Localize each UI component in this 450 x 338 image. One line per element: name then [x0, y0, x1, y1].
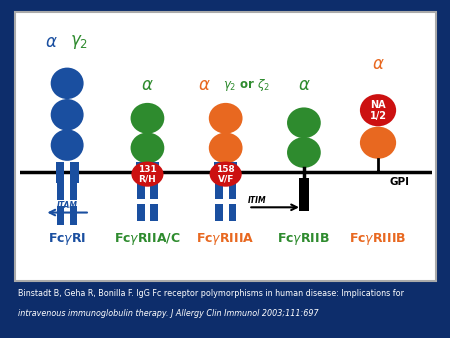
Text: $\alpha$: $\alpha$	[141, 76, 154, 94]
Text: Binstadt B, Geha R, Bonilla F. IgG Fc receptor polymorphisms in human disease: I: Binstadt B, Geha R, Bonilla F. IgG Fc re…	[18, 289, 404, 298]
Bar	[298, 178, 309, 211]
Bar	[229, 162, 237, 183]
Ellipse shape	[51, 68, 84, 99]
Ellipse shape	[130, 132, 164, 163]
Bar	[70, 206, 77, 225]
Text: Fc$\gamma$RIIA/C: Fc$\gamma$RIIA/C	[114, 231, 181, 247]
Ellipse shape	[209, 132, 243, 163]
Ellipse shape	[51, 129, 84, 161]
Text: GPI: GPI	[390, 177, 410, 187]
Bar	[216, 181, 223, 198]
Text: intravenous immunoglobulin therapy. J Allergy Clin Immunol 2003;111:697: intravenous immunoglobulin therapy. J Al…	[18, 309, 319, 318]
Ellipse shape	[360, 127, 396, 159]
Bar	[70, 181, 77, 200]
Text: Fc$\gamma$RI: Fc$\gamma$RI	[48, 231, 86, 247]
Bar	[136, 162, 144, 183]
Bar	[150, 204, 158, 221]
Text: ITAM: ITAM	[57, 201, 78, 210]
Bar	[150, 181, 158, 198]
Text: Fc$\gamma$RIIB: Fc$\gamma$RIIB	[278, 231, 330, 247]
Ellipse shape	[51, 99, 84, 130]
Bar	[229, 181, 236, 198]
Ellipse shape	[130, 103, 164, 134]
Text: NA
1/2: NA 1/2	[369, 100, 387, 121]
Text: $\alpha$: $\alpha$	[45, 33, 58, 51]
Text: $\alpha$: $\alpha$	[297, 76, 310, 94]
Bar	[214, 162, 222, 183]
Text: 158
V/F: 158 V/F	[216, 165, 235, 184]
Text: $\alpha$: $\alpha$	[372, 55, 384, 73]
Ellipse shape	[287, 137, 321, 168]
Ellipse shape	[360, 94, 396, 126]
Ellipse shape	[287, 107, 321, 138]
Bar	[137, 181, 144, 198]
Bar	[57, 181, 64, 200]
Ellipse shape	[209, 103, 243, 134]
Ellipse shape	[210, 162, 242, 187]
Bar	[229, 204, 236, 221]
Bar	[56, 162, 64, 183]
Text: 131
R/H: 131 R/H	[138, 165, 157, 184]
Text: ITIM: ITIM	[248, 196, 267, 205]
Text: $\alpha$: $\alpha$	[198, 76, 211, 94]
Bar	[71, 162, 79, 183]
Text: $\gamma_2$: $\gamma_2$	[70, 33, 88, 51]
Ellipse shape	[131, 162, 163, 187]
Text: $\gamma_2$ or $\zeta_2$: $\gamma_2$ or $\zeta_2$	[223, 77, 271, 93]
Bar	[151, 162, 159, 183]
Text: Fc$\gamma$RIIIB: Fc$\gamma$RIIIB	[349, 231, 407, 247]
Bar	[57, 206, 64, 225]
Bar	[216, 204, 223, 221]
Bar	[137, 204, 144, 221]
Text: Fc$\gamma$RIIIA: Fc$\gamma$RIIIA	[196, 231, 255, 247]
